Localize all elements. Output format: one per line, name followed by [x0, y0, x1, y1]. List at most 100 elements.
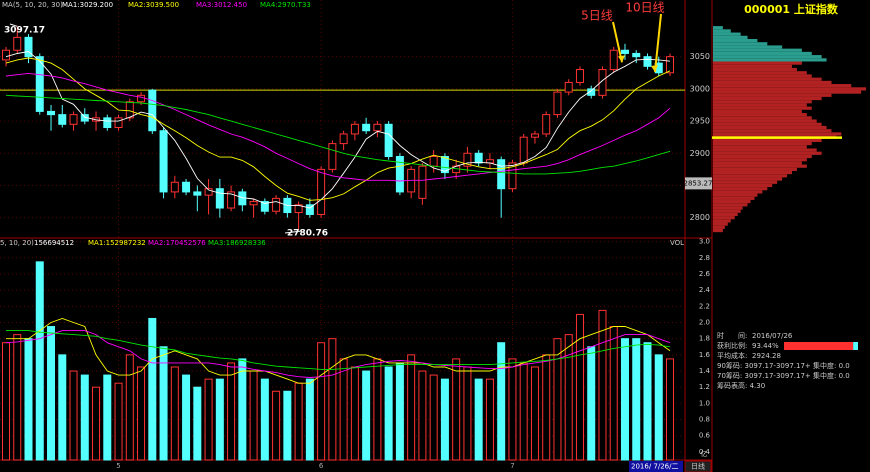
chip-bar: [713, 177, 783, 181]
volume-bar: [35, 261, 44, 461]
y-tick-label: 1.0: [699, 399, 710, 407]
chip-bar: [713, 125, 827, 130]
candle-body: [519, 136, 528, 164]
volume-bar: [429, 374, 438, 461]
candle-body: [575, 69, 584, 83]
candle-body: [159, 130, 168, 193]
candle-body: [587, 88, 596, 96]
candle-body: [2, 49, 10, 61]
volume-bar: [519, 362, 528, 461]
chip-bar: [713, 116, 812, 120]
volume-bar: [643, 342, 652, 461]
info-row: 70筹码: 3097.17-3097.17+ 集中度: 0.0: [717, 371, 850, 380]
candle-body: [474, 152, 483, 164]
volume-bar: [620, 338, 629, 461]
candle-body: [666, 56, 674, 74]
info-value: 2016/07/26: [752, 332, 793, 340]
chip-bar: [713, 119, 817, 123]
info-label: 时 间:: [717, 331, 747, 340]
annotation-arrow: [9, 23, 18, 27]
cursor-price: 2853.27: [684, 179, 713, 187]
date-box: [629, 461, 683, 472]
y-tick-label: 2.6: [699, 270, 711, 278]
volume-bar: [440, 378, 449, 461]
candle-body: [148, 89, 157, 132]
candle-body: [69, 114, 78, 125]
profit-bar: [784, 342, 854, 350]
chip-bar: [713, 64, 792, 68]
volume-bar: [182, 374, 191, 461]
volume-total: 156694512: [34, 239, 74, 247]
volume-bar: [530, 366, 539, 461]
volume-bar: [170, 366, 179, 461]
volume-bar: [373, 358, 382, 461]
arrow-head: [618, 55, 625, 63]
period-box: [684, 460, 712, 472]
volume-bar: [463, 366, 472, 461]
y-tick-label: 2800: [690, 213, 710, 222]
y-tick-label: 0.8: [699, 416, 710, 424]
volume-bar: [283, 390, 292, 461]
candle-body: [373, 123, 382, 132]
volume-bar: [215, 378, 224, 461]
chip-bar: [713, 74, 812, 78]
y-tick-label: 3.0: [699, 238, 710, 246]
chip-bar: [713, 158, 807, 162]
chip-bar: [713, 106, 812, 110]
chip-bar: [713, 161, 802, 165]
chip-bar: [713, 51, 812, 56]
chip-bar: [713, 180, 778, 184]
chip-bar: [713, 187, 768, 191]
candle-body: [530, 133, 539, 138]
chip-bar: [713, 138, 822, 142]
chip-bar: [713, 151, 822, 155]
chip-bar: [713, 93, 832, 97]
volume-bar: [114, 382, 123, 461]
candle-body: [204, 188, 213, 196]
candle-body: [609, 49, 618, 71]
chip-bar: [713, 77, 822, 81]
volume-bar: [58, 354, 67, 461]
chip-bar: [713, 122, 822, 126]
candle-body: [508, 162, 517, 190]
max-label: 3097.17: [4, 26, 45, 36]
candle-body: [643, 56, 652, 67]
candle-body: [339, 133, 348, 145]
annotation: 10日线: [625, 1, 664, 15]
volume-bar: [193, 386, 202, 461]
candle-body: [260, 201, 269, 212]
candle-body: [553, 91, 562, 116]
x-tick-label: 6: [319, 462, 324, 470]
volume-bar: [384, 366, 393, 461]
chip-bar: [713, 67, 797, 72]
candle-body: [13, 36, 22, 51]
y-tick-label: 2950: [690, 117, 710, 126]
ma-line: [5, 72, 671, 182]
candle-body: [103, 117, 112, 129]
arrow-head: [651, 64, 658, 72]
volume-bar: [148, 317, 157, 461]
ma-line: [5, 57, 671, 201]
x-tick-label: 7: [510, 462, 514, 470]
candle-body: [47, 110, 56, 116]
volume-bar: [553, 338, 562, 461]
axis-title: VOL: [670, 239, 684, 247]
candle-body: [620, 49, 629, 54]
chip-bar: [713, 206, 743, 210]
volume-bar: [339, 358, 348, 461]
cursor-price-box: [685, 177, 712, 190]
chip-bar: [713, 193, 758, 197]
info-row: 90筹码: 3097.17-3097.17+ 集中度: 0.0: [717, 361, 850, 370]
y-tick-label: 1.4: [699, 367, 711, 375]
chip-bar: [713, 145, 807, 149]
candle-body: [440, 155, 449, 174]
info-value: 2924.28: [752, 352, 781, 360]
candle-body: [215, 188, 224, 209]
volume-bar: [587, 346, 596, 461]
legend-entry: MA3:3012.450: [196, 1, 247, 9]
chip-bar: [713, 148, 817, 152]
volume-bar: [632, 338, 641, 461]
volume-bar: [485, 378, 494, 461]
legend-title: 5, 10, 20): [0, 239, 34, 247]
chip-bar: [713, 96, 822, 101]
